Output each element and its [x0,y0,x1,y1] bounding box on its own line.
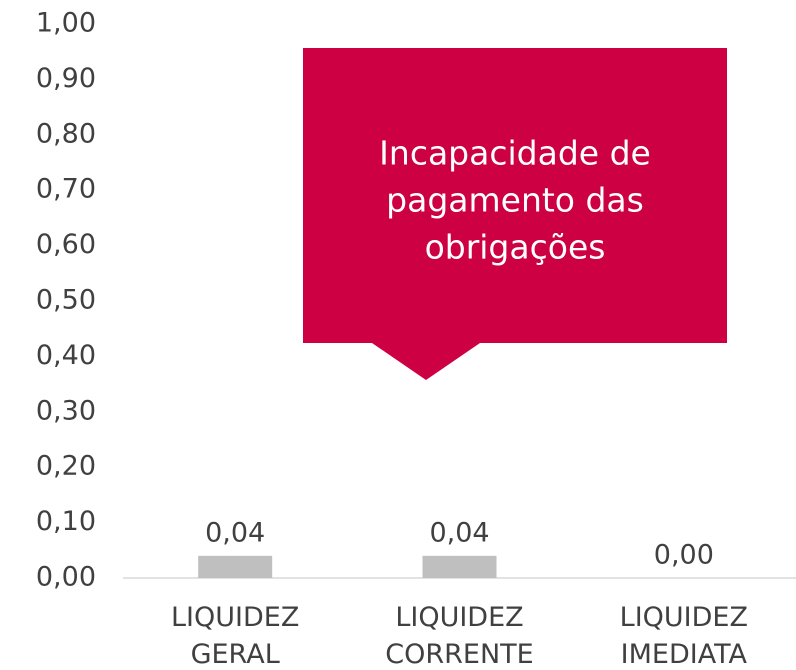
y-tick-label: 0,20 [36,451,96,482]
y-tick-label: 0,00 [36,562,96,593]
x-tick-label-line: GERAL [191,639,280,670]
bar [198,555,273,578]
callout-box [303,48,727,380]
y-tick-label: 0,60 [36,229,96,260]
y-tick-label: 1,00 [36,8,96,39]
x-tick-label-line: IMEDIATA [621,639,748,670]
y-tick-label: 0,10 [36,506,96,537]
y-tick-label: 0,40 [36,340,96,371]
y-tick-label: 0,50 [36,285,96,316]
y-tick-label: 0,80 [36,118,96,149]
callout-text: Incapacidade de [379,134,651,173]
x-tick-label: LIQUIDEZ GERAL [171,602,299,670]
x-tick-label-line: LIQUIDEZ [395,602,523,633]
callout-text: obrigações [425,228,606,267]
value-label: 0,04 [205,517,265,548]
y-tick-label: 0,30 [36,395,96,426]
callout-text: pagamento das [386,181,644,220]
x-tick-label-line: LIQUIDEZ [620,602,748,633]
x-tick-label: LIQUIDEZ CORRENTE [385,602,533,670]
x-tick-label-line: LIQUIDEZ [171,602,299,633]
y-tick-label: 0,90 [36,63,96,94]
y-tick-label: 0,70 [36,174,96,205]
bar [422,555,497,578]
x-tick-label: LIQUIDEZ IMEDIATA [620,602,748,670]
value-label: 0,00 [654,540,714,571]
value-label: 0,04 [429,517,489,548]
x-tick-label-line: CORRENTE [385,639,533,670]
